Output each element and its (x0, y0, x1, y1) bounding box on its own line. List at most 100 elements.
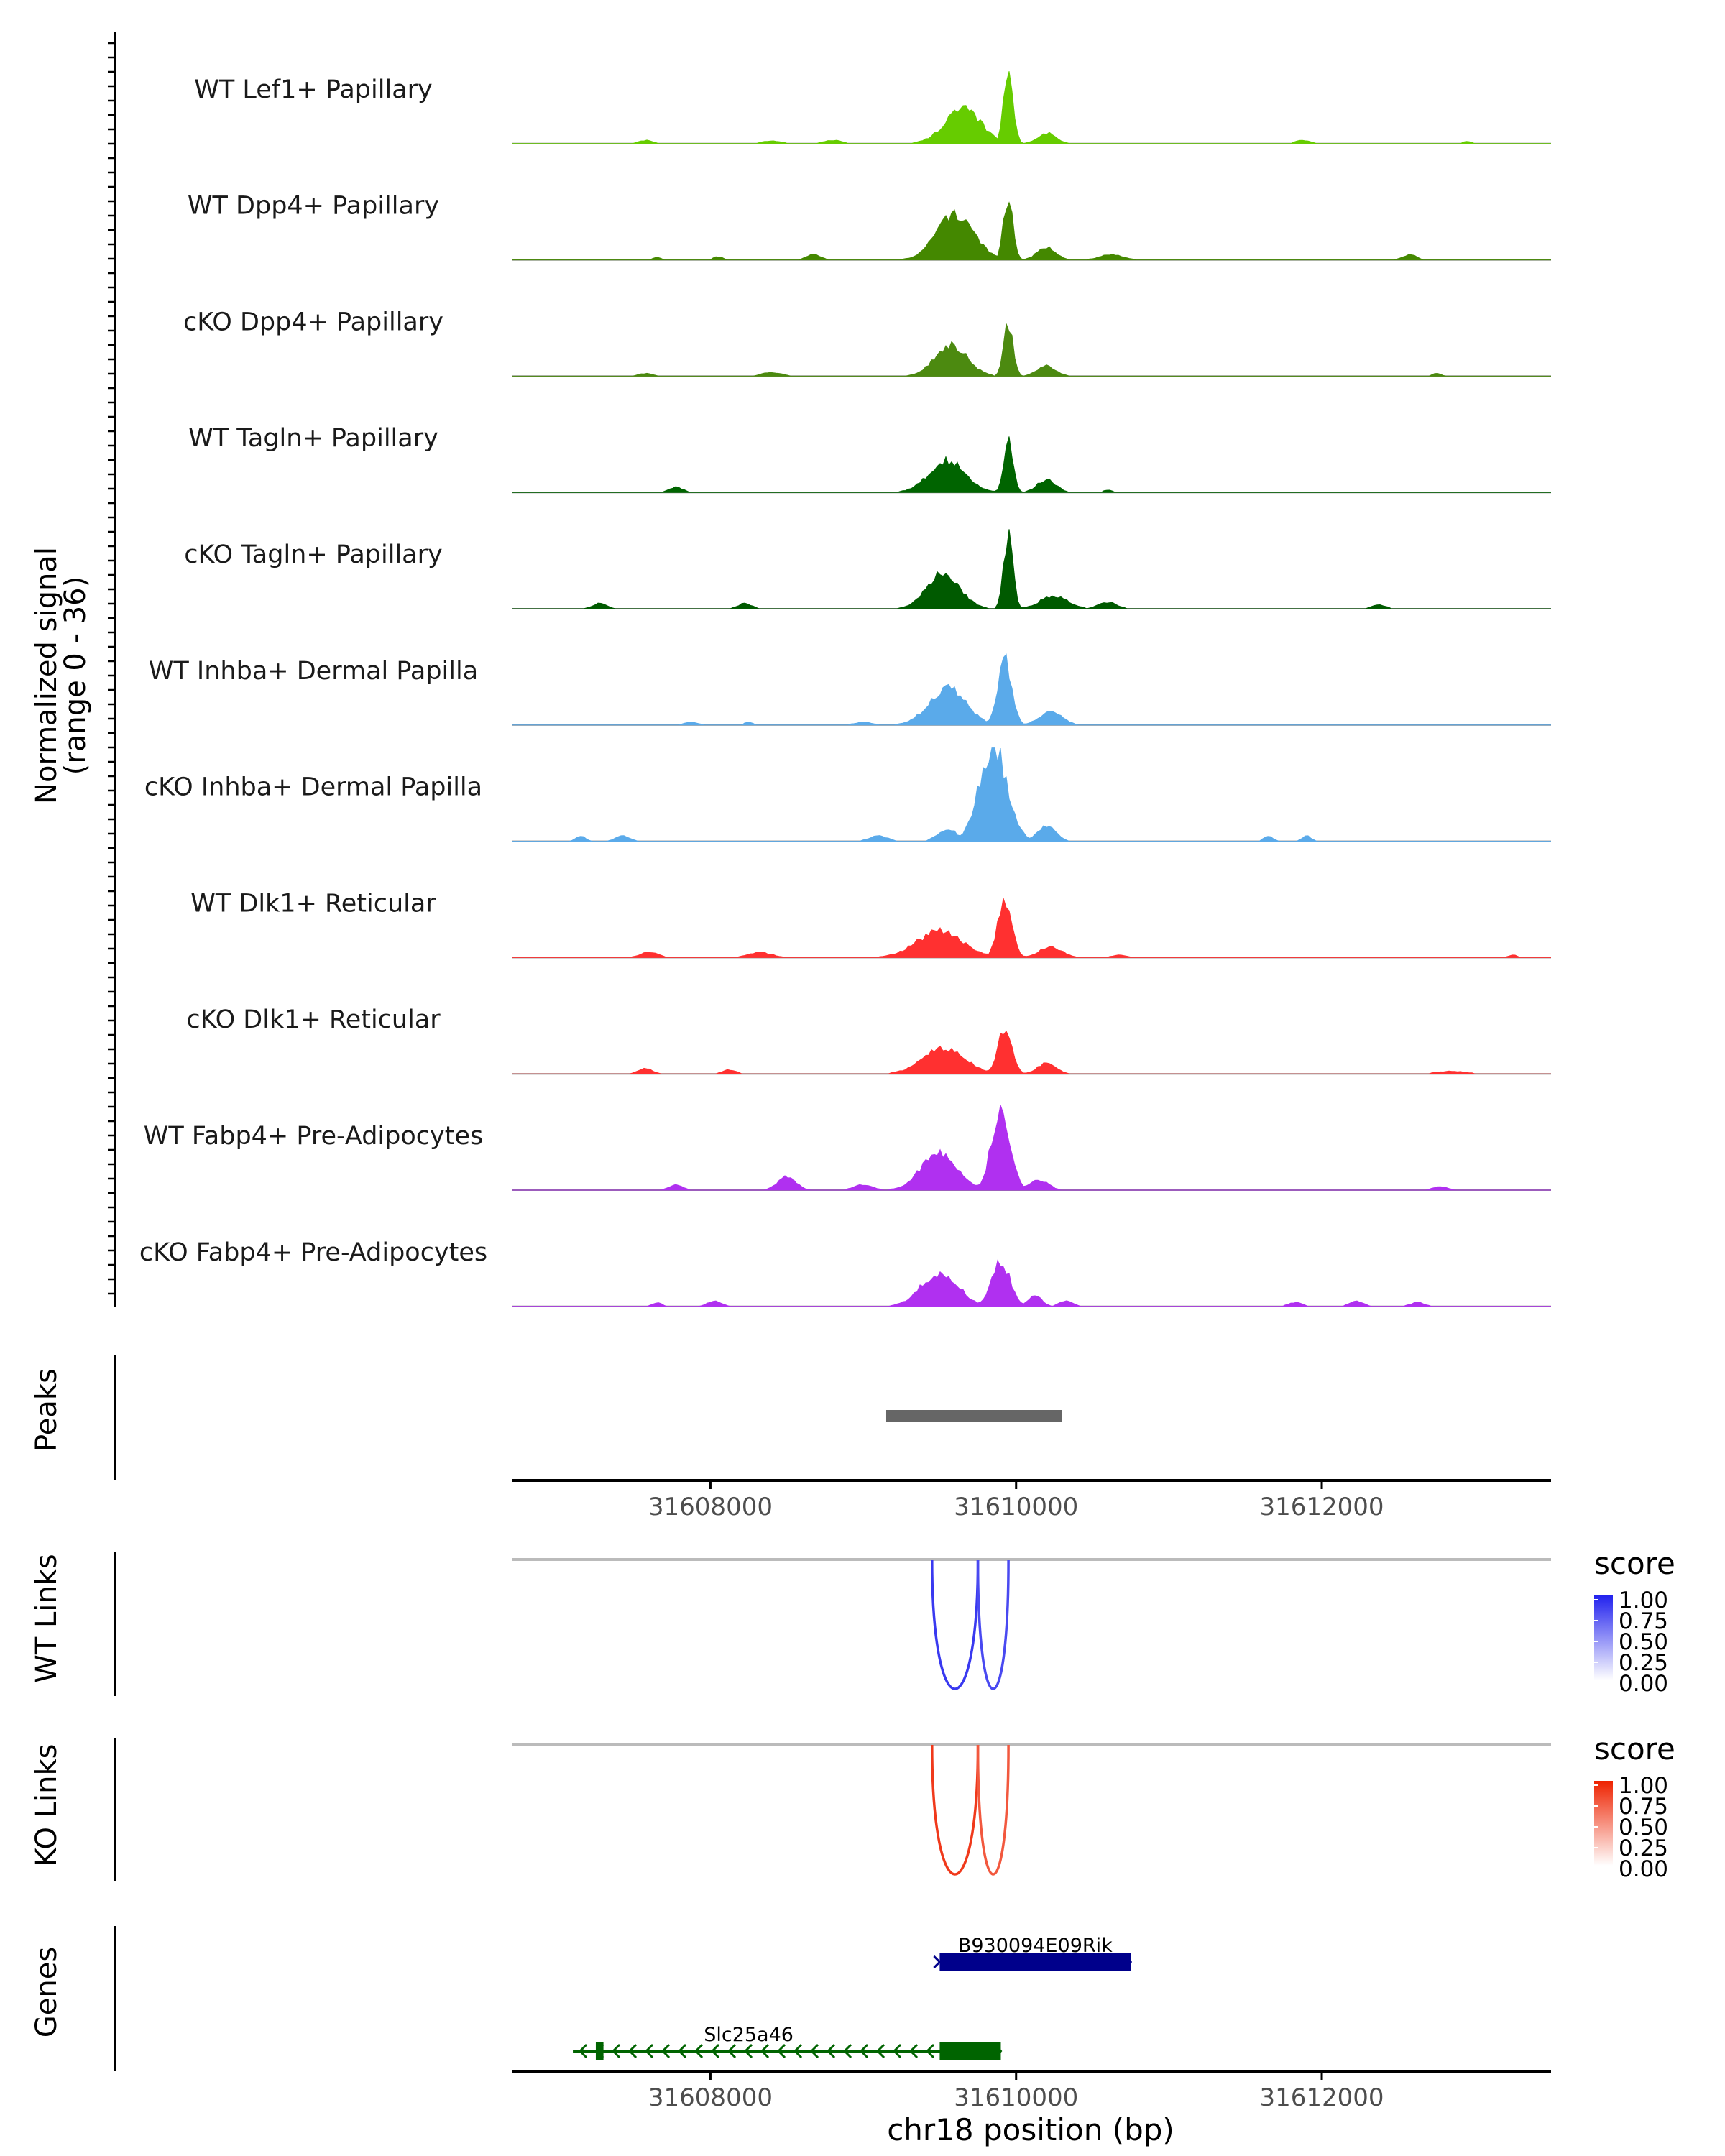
legend-tick-label: 0.00 (1619, 1671, 1668, 1697)
link-arc (976, 1559, 1010, 1690)
coverage-area (512, 1259, 1551, 1307)
strand-arrow (859, 2043, 869, 2059)
legend-tick-label: 0.75 (1619, 1794, 1668, 1820)
links-tracks: score1.000.750.500.250.00score1.000.750.… (114, 1546, 1675, 1882)
coverage-track: WT Dlk1+ Reticular (190, 889, 1551, 959)
coverage-area (512, 1105, 1551, 1191)
gene: Slc25a46 (573, 2024, 1003, 2060)
strand-arrow (727, 2043, 737, 2059)
strand-arrow (793, 2043, 803, 2059)
peaks-track: 31608000 31610000 31612000 (114, 1355, 1551, 1521)
coverage-tracks: WT Lef1+ Papillary WT Dpp4+ Papillary cKO … (108, 32, 1551, 1307)
coverage-area (512, 898, 1551, 958)
strand-arrow (644, 2043, 654, 2059)
legend-tick-label: 0.75 (1619, 1608, 1668, 1634)
strand-arrow (826, 2043, 836, 2059)
strand-arrow (611, 2043, 621, 2059)
coverage-area (512, 436, 1551, 493)
track-label: WT Dlk1+ Reticular (190, 889, 436, 918)
gene-exon (595, 2042, 604, 2060)
strand-arrow (1123, 1953, 1133, 1971)
y-axis-label: Normalized signal (30, 547, 63, 804)
coverage-track: cKO Dlk1+ Reticular (186, 1005, 1551, 1075)
legend-tick-label: 1.00 (1619, 1773, 1668, 1799)
track-label: cKO Inhba+ Dermal Papilla (144, 773, 482, 802)
genes-track-label: Genes (30, 1947, 63, 2037)
legend-tick-label: 0.25 (1619, 1650, 1668, 1676)
strand-arrow (661, 2043, 671, 2059)
coverage-track: WT Fabp4+ Pre-Adipocytes (144, 1105, 1551, 1191)
coverage-area (512, 1030, 1551, 1074)
strand-arrow (933, 1955, 942, 1969)
coverage-track: cKO Tagln+ Papillary (184, 529, 1551, 609)
strand-arrow (908, 2043, 919, 2059)
gene-label: B930094E09Rik (958, 1935, 1113, 1957)
legend-tick-label: 0.25 (1619, 1835, 1668, 1861)
wt-links-label: WT Links (30, 1554, 63, 1682)
genes-track: B930094E09Rik Slc25a46 31608000 31610000 316… (114, 1926, 1551, 2112)
track-label: WT Inhba+ Dermal Papilla (149, 657, 478, 686)
gene-exon (939, 1953, 1131, 1971)
gene: B930094E09Rik (933, 1935, 1133, 1971)
strand-arrow (627, 2043, 638, 2059)
track-label: cKO Fabp4+ Pre-Adipocytes (139, 1238, 487, 1267)
coverage-area (512, 653, 1551, 726)
links-track: score 1.000.750.500.250.00 (114, 1546, 1675, 1697)
peaks-x-axis-tick-label: 31608000 (648, 1493, 773, 1521)
track-label: WT Lef1+ Papillary (194, 75, 433, 104)
coverage-track: WT Dpp4+ Papillary (188, 192, 1551, 261)
link-arc (931, 1744, 980, 1876)
strand-arrow (760, 2043, 770, 2059)
strand-arrow (809, 2043, 819, 2059)
strand-arrow (925, 2043, 935, 2059)
ko-links-label: KO Links (30, 1744, 63, 1867)
coverage-area (512, 529, 1551, 609)
x-axis-label: chr18 position (bp) (887, 2112, 1174, 2147)
track-label: cKO Dpp4+ Papillary (183, 308, 443, 336)
coverage-area (512, 747, 1551, 842)
coverage-track: cKO Dpp4+ Papillary (183, 308, 1551, 377)
strand-arrow (578, 2043, 588, 2059)
peaks-x-axis-tick-label: 31612000 (1259, 1493, 1384, 1521)
strand-arrow (743, 2043, 753, 2059)
coverage-track: WT Lef1+ Papillary (194, 71, 1551, 144)
strand-arrow (677, 2043, 687, 2059)
strand-arrow (994, 2043, 1003, 2059)
legend-title: score (1594, 1731, 1675, 1766)
legend-tick-label: 0.00 (1619, 1856, 1668, 1882)
legend-colorbar (1594, 1781, 1613, 1866)
coverage-track: cKO Fabp4+ Pre-Adipocytes (139, 1238, 1551, 1307)
coverage-track: WT Inhba+ Dermal Papilla (149, 653, 1551, 726)
track-label: cKO Tagln+ Papillary (184, 540, 443, 569)
peak-region (886, 1410, 1062, 1422)
peaks-track-label: Peaks (30, 1368, 63, 1452)
legend-colorbar (1594, 1595, 1613, 1680)
track-label: WT Tagln+ Papillary (188, 424, 438, 453)
strand-arrow (875, 2043, 886, 2059)
gene-exon (939, 2042, 1001, 2060)
strand-arrow (776, 2043, 786, 2059)
y-axis-range-label: (range 0 - 36) (59, 576, 92, 775)
strand-arrow (842, 2043, 852, 2059)
coverage-area (512, 71, 1551, 144)
gene-label: Slc25a46 (704, 2024, 794, 2046)
legend-tick-label: 0.50 (1619, 1815, 1668, 1841)
genes-x-axis-tick-label: 31608000 (648, 2083, 773, 2112)
peaks-x-axis-tick-label: 31610000 (954, 1493, 1078, 1521)
strand-arrow (694, 2043, 704, 2059)
strand-arrow (892, 2043, 902, 2059)
track-label: WT Dpp4+ Papillary (188, 192, 439, 221)
strand-arrow (710, 2043, 720, 2059)
legend-tick-label: 1.00 (1619, 1588, 1668, 1613)
coverage-area (512, 323, 1551, 377)
legend-title: score (1594, 1546, 1675, 1581)
track-label: cKO Dlk1+ Reticular (186, 1005, 441, 1034)
genes-x-axis-tick-label: 31610000 (954, 2083, 1078, 2112)
coverage-area (512, 201, 1551, 261)
coverage-track: cKO Inhba+ Dermal Papilla (144, 747, 1551, 842)
link-arc (976, 1744, 1010, 1876)
coverage-track: WT Tagln+ Papillary (188, 424, 1551, 494)
legend-tick-label: 0.50 (1619, 1629, 1668, 1655)
genes-x-axis-tick-label: 31612000 (1259, 2083, 1384, 2112)
